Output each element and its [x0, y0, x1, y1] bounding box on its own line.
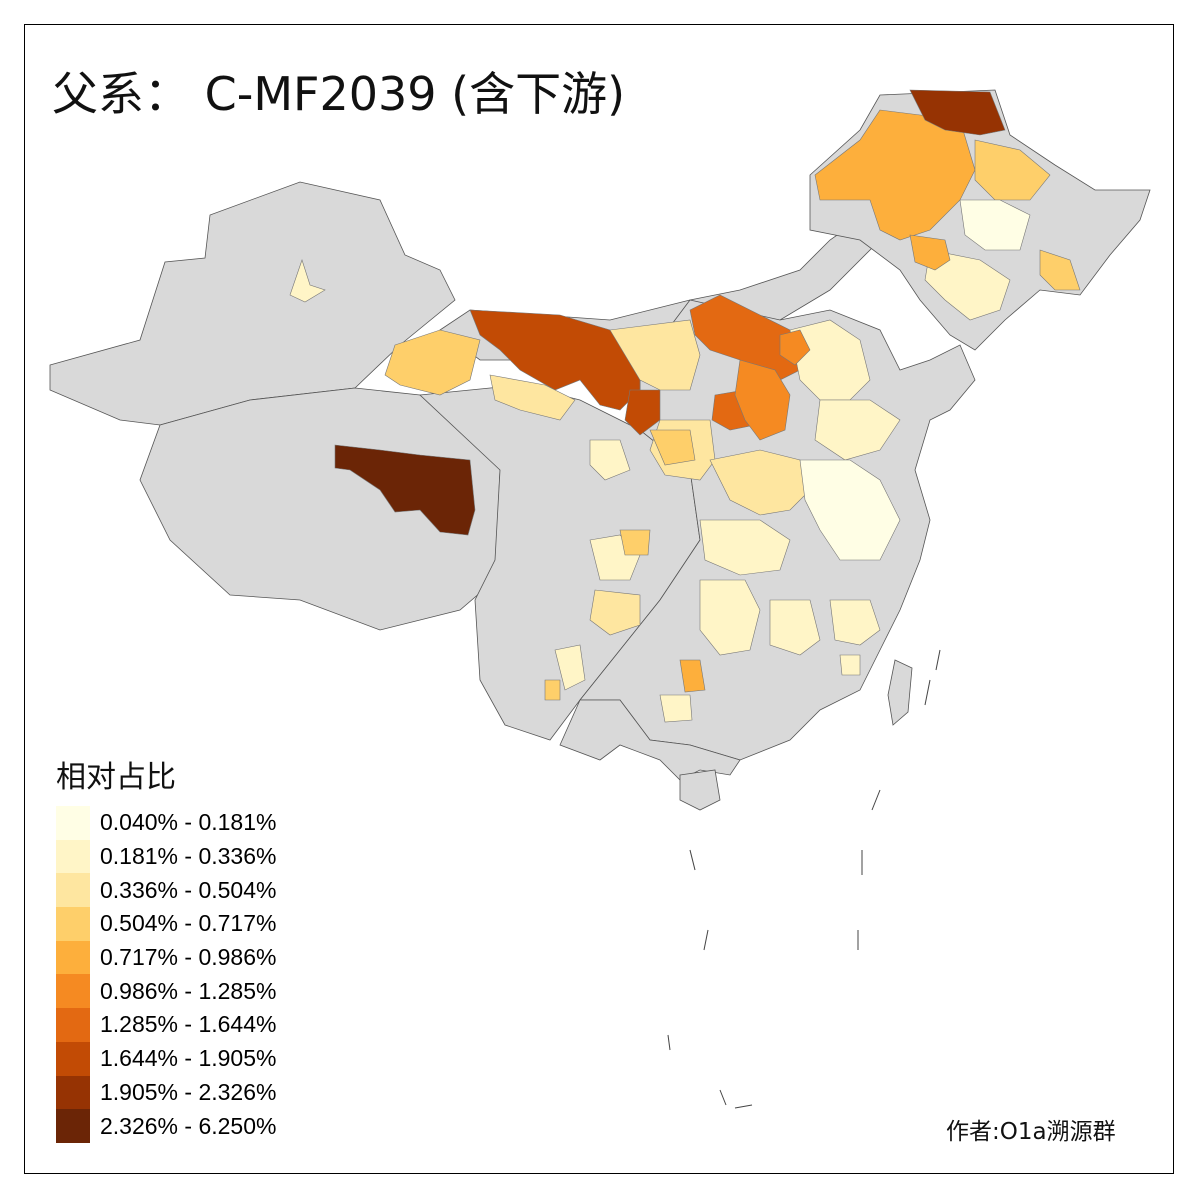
region-taiwan [887, 659, 913, 726]
region-qinghai-light [589, 439, 631, 481]
legend-item: 0.986% - 1.285% [56, 974, 277, 1009]
legend-item: 1.285% - 1.644% [56, 1008, 276, 1042]
legend-items: 0.040% - 0.181% 0.181% - 0.336% 0.336% -… [56, 806, 276, 1143]
author-credit: 作者:O1a溯源群 [946, 1119, 1116, 1145]
legend-swatch [56, 806, 90, 840]
legend-swatch [56, 1075, 90, 1110]
legend-item: 0.336% - 0.504% [56, 873, 277, 908]
legend-label: 1.644% - 1.905% [100, 1045, 277, 1072]
region-hunan [699, 579, 761, 656]
legend-label: 0.717% - 0.986% [100, 944, 277, 971]
region-inner-mongolia-mid [609, 319, 701, 391]
legend-item: 1.905% - 2.326% [56, 1075, 277, 1110]
legend-title: 相对占比 [56, 760, 176, 795]
region-jilin-east [1039, 249, 1081, 291]
region-fujian-spot [839, 654, 861, 676]
region-inner-mongolia-east [909, 234, 951, 271]
region-northeast-orange [814, 109, 976, 241]
region-gansu-light [649, 429, 696, 466]
region-guizhou [589, 589, 641, 636]
region-beijing-area [779, 329, 811, 366]
region-yunnan-spot [554, 644, 586, 691]
legend-swatch [56, 839, 90, 874]
region-shanxi [734, 359, 791, 441]
region-zhejiang-fujian [829, 599, 881, 646]
legend-swatch [56, 1041, 90, 1076]
legend-item: 0.717% - 0.986% [56, 940, 277, 975]
legend-item: 1.644% - 1.905% [56, 1041, 277, 1076]
island-line-1 [871, 789, 881, 811]
legend: 相对占比 0.040% - 0.181% 0.181% - 0.336% 0.3… [56, 752, 276, 1143]
island-line-4 [703, 929, 709, 951]
island-line-9 [935, 649, 941, 671]
legend-label: 0.336% - 0.504% [100, 876, 277, 903]
data-regions [289, 89, 1081, 723]
south-sea-islands [667, 649, 941, 1109]
legend-item: 0.181% - 0.336% [56, 839, 277, 874]
region-yunnan-spot2 [544, 679, 561, 701]
region-hainan [679, 769, 721, 811]
legend-label: 0.040% - 0.181% [100, 809, 277, 836]
region-jiangsu-anhui [799, 459, 901, 561]
island-line-6 [667, 1034, 671, 1051]
map-title: 父系： C-MF2039 (含下游) [52, 67, 626, 121]
region-hubei [699, 519, 791, 576]
legend-swatch [56, 907, 90, 941]
legend-label: 0.986% - 1.285% [100, 977, 277, 1004]
region-guangxi-spot [679, 659, 706, 693]
island-line-8 [734, 1104, 753, 1109]
legend-swatch [56, 1008, 90, 1042]
legend-item: 2.326% - 6.250% [56, 1109, 276, 1143]
legend-swatch [56, 873, 90, 908]
region-inner-mongolia-orange [689, 294, 811, 381]
region-xinjiang [49, 181, 456, 426]
legend-label: 1.285% - 1.644% [100, 1011, 277, 1038]
region-xinjiang-east [384, 329, 481, 396]
island-line-10 [924, 679, 931, 706]
region-jilin [959, 199, 1031, 251]
region-heilongjiang-dark [909, 89, 1006, 136]
region-ningxia [624, 389, 661, 436]
region-tibet-dark [334, 444, 476, 536]
region-south [559, 699, 741, 781]
region-hebei [789, 319, 871, 401]
region-henan [709, 449, 811, 516]
region-guangdong-spot [659, 694, 693, 723]
legend-item: 0.504% - 0.717% [56, 907, 276, 941]
island-line-2 [689, 849, 696, 871]
legend-item: 0.040% - 0.181% [56, 806, 276, 840]
legend-swatch [56, 974, 90, 1009]
region-shandong [814, 399, 901, 461]
region-liaoning [924, 249, 1011, 321]
region-xinjiang-north-spot [289, 259, 326, 303]
legend-label: 0.181% - 0.336% [100, 843, 277, 870]
region-heilongjiang-east [974, 139, 1051, 201]
region-jiangxi [769, 599, 821, 656]
legend-label: 1.905% - 2.326% [100, 1078, 277, 1105]
region-gansu-edge [489, 374, 576, 421]
legend-label: 2.326% - 6.250% [100, 1112, 277, 1139]
legend-label: 0.504% - 0.717% [100, 910, 277, 937]
region-sichuan-spot [619, 529, 651, 556]
legend-swatch [56, 1109, 90, 1143]
island-line-7 [719, 1089, 727, 1106]
legend-swatch [56, 940, 90, 975]
